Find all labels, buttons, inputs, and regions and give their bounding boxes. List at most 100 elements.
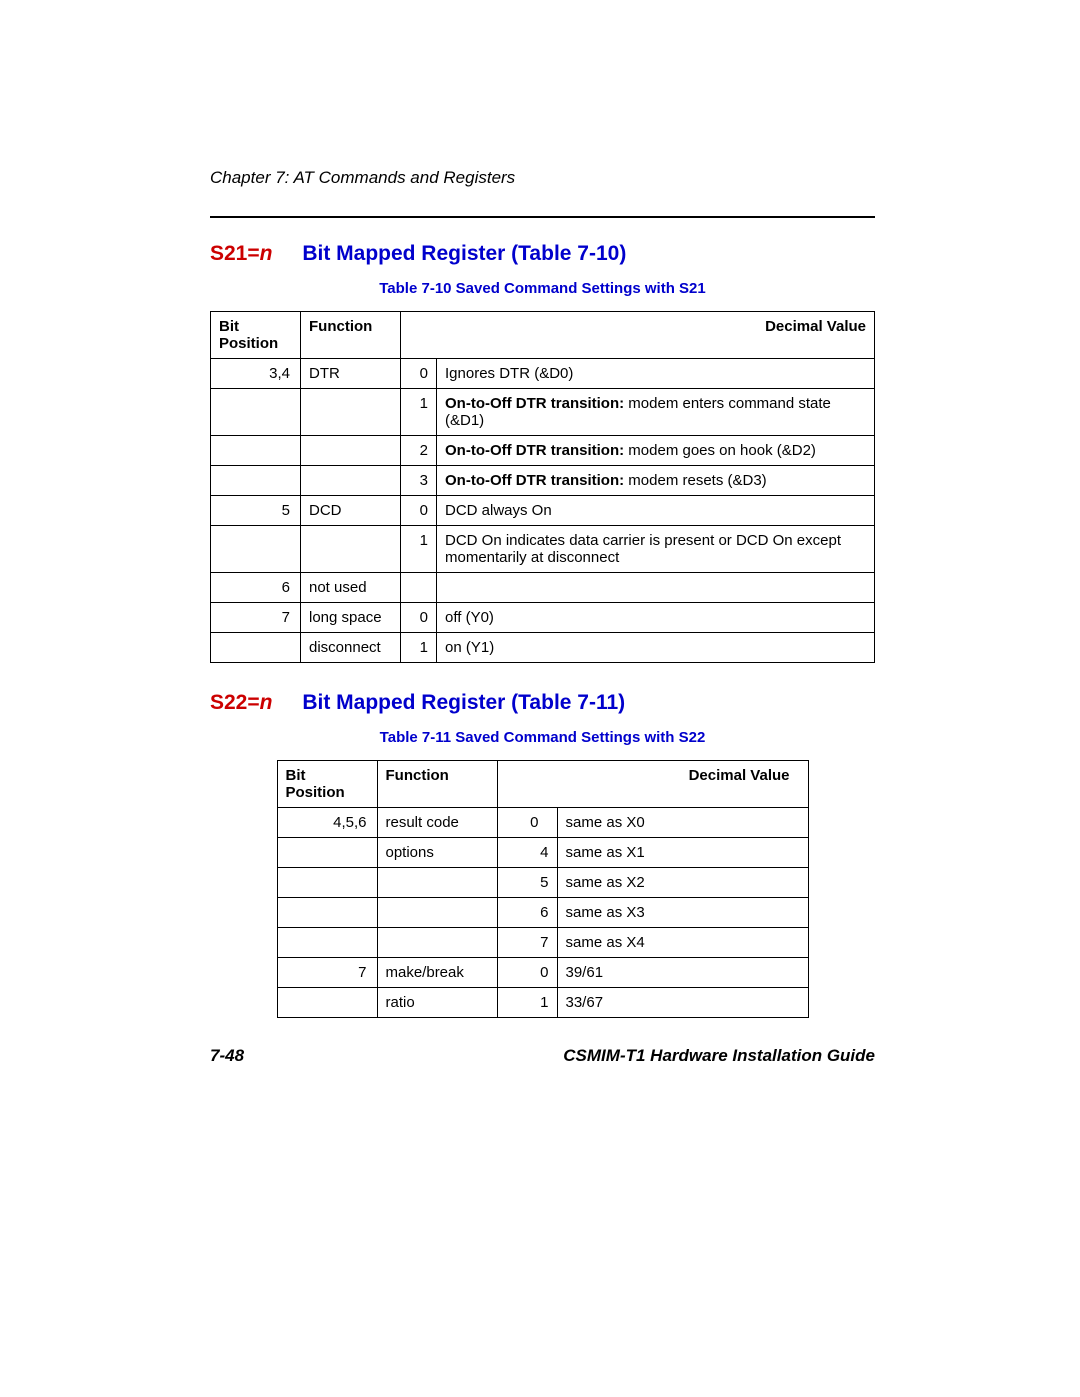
page-footer: 7-48 CSMIM-T1 Hardware Installation Guid…: [210, 1046, 875, 1066]
cell-desc: On-to-Off DTR transition: modem resets (…: [437, 466, 875, 496]
s21-title-rest: Bit Mapped Register (Table 7-10): [302, 242, 626, 265]
cell-desc: same as X1: [557, 838, 808, 868]
cell-bitpos: 6: [211, 573, 301, 603]
cell-desc: Ignores DTR (&D0): [437, 359, 875, 389]
cell-func: [377, 898, 497, 928]
cell-num: 5: [497, 868, 557, 898]
table-row: 5 same as X2: [277, 868, 808, 898]
cell-func: [377, 868, 497, 898]
col-bit-position: Bit Position: [277, 761, 377, 808]
section-2-title: S22=n Bit Mapped Register (Table 7-11): [210, 691, 875, 715]
table-header-row: Bit Position Function Decimal Value: [211, 312, 875, 359]
header-divider: [210, 216, 875, 218]
cell-num: 0: [497, 958, 557, 988]
table-7-10: Bit Position Function Decimal Value 3,4 …: [210, 311, 875, 663]
section-1-title: S21=n Bit Mapped Register (Table 7-10): [210, 242, 875, 266]
cell-func: DTR: [301, 359, 401, 389]
cell-bitpos: 4,5,6: [277, 808, 377, 838]
cell-desc: DCD always On: [437, 496, 875, 526]
s21-param: S21=: [210, 242, 260, 265]
table-row: 3,4 DTR 0 Ignores DTR (&D0): [211, 359, 875, 389]
cell-func: [301, 526, 401, 573]
cell-func: [301, 436, 401, 466]
col-decimal-value: Decimal Value: [401, 312, 875, 359]
cell-desc: 39/61: [557, 958, 808, 988]
page-number: 7-48: [210, 1046, 244, 1066]
cell-num: 1: [401, 526, 437, 573]
s22-param-n: n: [260, 691, 273, 714]
cell-func: [377, 928, 497, 958]
cell-num: 2: [401, 436, 437, 466]
col-bit-position: Bit Position: [211, 312, 301, 359]
cell-bitpos: 3,4: [211, 359, 301, 389]
cell-func: not used: [301, 573, 401, 603]
table-row: disconnect 1 on (Y1): [211, 633, 875, 663]
cell-func: disconnect: [301, 633, 401, 663]
cell-bitpos: [277, 988, 377, 1018]
table-row: 1 DCD On indicates data carrier is prese…: [211, 526, 875, 573]
cell-bitpos: 7: [277, 958, 377, 988]
table-row: 7 same as X4: [277, 928, 808, 958]
table-row: 6 same as X3: [277, 898, 808, 928]
cell-desc: On-to-Off DTR transition: modem goes on …: [437, 436, 875, 466]
col-function: Function: [377, 761, 497, 808]
cell-bitpos: [211, 526, 301, 573]
table-header-row: Bit Position Function Decimal Value: [277, 761, 808, 808]
table-row: 6 not used: [211, 573, 875, 603]
cell-num: 4: [497, 838, 557, 868]
cell-bitpos: [211, 436, 301, 466]
cell-bitpos: [211, 466, 301, 496]
table-row: 4,5,6 result code 0 same as X0: [277, 808, 808, 838]
cell-func: [301, 466, 401, 496]
cell-desc: on (Y1): [437, 633, 875, 663]
table-row: 7 long space 0 off (Y0): [211, 603, 875, 633]
cell-bitpos: [211, 633, 301, 663]
cell-bitpos: [277, 928, 377, 958]
cell-desc: same as X4: [557, 928, 808, 958]
table-row: options 4 same as X1: [277, 838, 808, 868]
cell-func: ratio: [377, 988, 497, 1018]
cell-num: 0: [401, 603, 437, 633]
doc-title: CSMIM-T1 Hardware Installation Guide: [563, 1046, 875, 1066]
cell-num: 7: [497, 928, 557, 958]
cell-desc: On-to-Off DTR transition: modem enters c…: [437, 389, 875, 436]
cell-num: 3: [401, 466, 437, 496]
cell-func: options: [377, 838, 497, 868]
cell-func: DCD: [301, 496, 401, 526]
table-row: 5 DCD 0 DCD always On: [211, 496, 875, 526]
cell-desc: same as X2: [557, 868, 808, 898]
table-7-10-caption: Table 7-10 Saved Command Settings with S…: [210, 280, 875, 297]
cell-desc: off (Y0): [437, 603, 875, 633]
cell-num: 6: [497, 898, 557, 928]
cell-bitpos: [277, 898, 377, 928]
table-7-11-caption: Table 7-11 Saved Command Settings with S…: [210, 729, 875, 746]
cell-bitpos: [277, 868, 377, 898]
cell-func: [301, 389, 401, 436]
s22-param: S22=: [210, 691, 260, 714]
chapter-header: Chapter 7: AT Commands and Registers: [210, 168, 875, 192]
s21-param-n: n: [260, 242, 273, 265]
cell-num: 1: [401, 633, 437, 663]
cell-num: 0: [497, 808, 557, 838]
cell-num: 1: [401, 389, 437, 436]
cell-func: make/break: [377, 958, 497, 988]
cell-desc: DCD On indicates data carrier is present…: [437, 526, 875, 573]
s22-title-rest: Bit Mapped Register (Table 7-11): [302, 691, 625, 714]
cell-desc: same as X3: [557, 898, 808, 928]
cell-num: 0: [401, 496, 437, 526]
col-decimal-value: Decimal Value: [497, 761, 808, 808]
cell-func: long space: [301, 603, 401, 633]
cell-bitpos: [277, 838, 377, 868]
cell-num: [401, 573, 437, 603]
table-row: 7 make/break 0 39/61: [277, 958, 808, 988]
cell-desc: [437, 573, 875, 603]
table-row: 1 On-to-Off DTR transition: modem enters…: [211, 389, 875, 436]
table-row: 2 On-to-Off DTR transition: modem goes o…: [211, 436, 875, 466]
cell-num: 1: [497, 988, 557, 1018]
page-content: Chapter 7: AT Commands and Registers S21…: [210, 168, 875, 1066]
table-row: ratio 1 33/67: [277, 988, 808, 1018]
table-7-11: Bit Position Function Decimal Value 4,5,…: [277, 760, 809, 1018]
cell-desc: 33/67: [557, 988, 808, 1018]
cell-func: result code: [377, 808, 497, 838]
cell-bitpos: 7: [211, 603, 301, 633]
